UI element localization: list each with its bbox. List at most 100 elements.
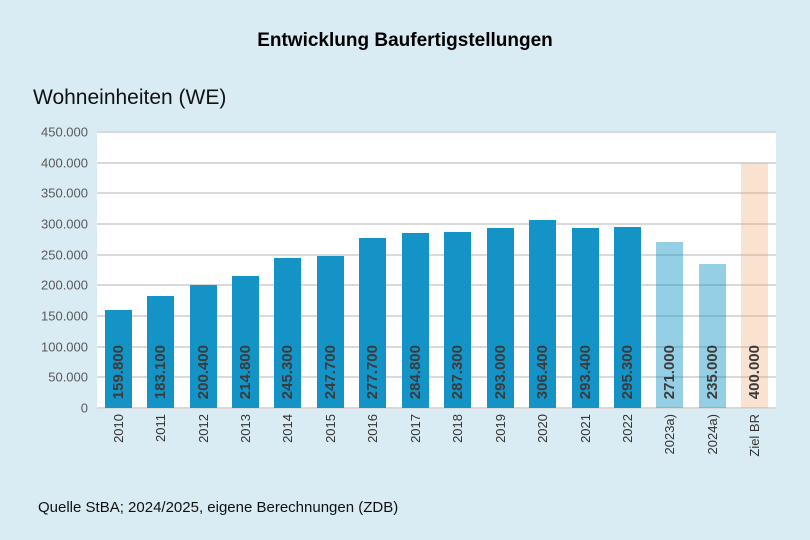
bar-zielbr: 400.000 — [741, 162, 769, 408]
source-note: Quelle StBA; 2024/2025, eigene Berechnun… — [38, 499, 399, 516]
bar-slot: 159.800 — [97, 132, 139, 408]
bar-slot: 183.100 — [139, 132, 181, 408]
bar-2018: 287.300 — [444, 231, 472, 408]
bar-slot: 247.700 — [309, 132, 351, 408]
bar-slot: 277.700 — [352, 132, 394, 408]
x-tick-slot: 2014 — [267, 414, 309, 492]
x-axis-label: 2014 — [280, 414, 296, 443]
y-axis-title: Wohneinheiten (WE) — [33, 86, 227, 109]
bar-2012: 200.400 — [189, 285, 217, 408]
bar-2020: 306.400 — [529, 220, 557, 408]
gridline — [97, 345, 776, 348]
x-axis: 2010 2011 2012 2013 2014 2015 2016 2017 2018 2019… — [97, 414, 776, 492]
gridlines — [97, 131, 776, 409]
x-tick-slot: 2018 — [437, 414, 479, 492]
bar-value-label: 247.700 — [321, 344, 339, 399]
bar-value-label: 306.400 — [534, 344, 552, 399]
bar-value-label: 287.300 — [449, 344, 467, 399]
bar-value-label: 293.400 — [576, 344, 594, 399]
x-tick-slot: Ziel BR — [734, 414, 776, 492]
x-axis-label: 2013 — [238, 414, 254, 443]
bar-slot: 295.300 — [606, 132, 648, 408]
y-tick-label: 0 — [80, 400, 88, 416]
bar-2010: 159.800 — [104, 310, 132, 408]
gridline — [97, 407, 776, 409]
x-axis-label: 2011 — [153, 414, 169, 442]
bar-2016: 277.700 — [359, 237, 387, 408]
x-tick-slot: 2021 — [564, 414, 606, 492]
bar-series: 159.800 183.100 200.400 214.800 245.300 247.7… — [97, 132, 776, 408]
bar-value-label: 245.300 — [279, 344, 297, 399]
x-tick-slot: 2020 — [521, 414, 563, 492]
bar-slot: 400.000 — [734, 132, 776, 408]
x-axis-label: 2020 — [535, 414, 551, 443]
x-tick-slot: 2023a) — [649, 414, 691, 492]
bar-value-label: 277.700 — [364, 344, 382, 399]
x-axis-label: 2012 — [195, 414, 211, 443]
bar-slot: 271.000 — [649, 132, 691, 408]
x-axis-label: Ziel BR — [747, 414, 763, 457]
y-tick-label: 450.000 — [41, 124, 88, 140]
x-tick-slot: 2012 — [182, 414, 224, 492]
bar-2023a: 271.000 — [656, 241, 684, 408]
bar-2021: 293.400 — [571, 228, 599, 408]
bar-value-label: 214.800 — [237, 344, 255, 399]
x-axis-label: 2017 — [407, 414, 423, 443]
y-tick-label: 200.000 — [41, 277, 88, 293]
bar-slot: 200.400 — [182, 132, 224, 408]
x-tick-slot: 2015 — [309, 414, 351, 492]
gridline — [97, 284, 776, 287]
x-axis-label: 2018 — [450, 414, 466, 443]
chart-title: Entwicklung Baufertigstellungen — [257, 30, 553, 51]
bar-value-label: 293.000 — [491, 344, 509, 399]
x-axis-label: 2022 — [619, 414, 635, 443]
x-axis-label: 2019 — [492, 414, 508, 443]
x-tick-slot: 2019 — [479, 414, 521, 492]
bar-value-label: 284.800 — [406, 344, 424, 399]
gridline — [97, 192, 776, 195]
bar-value-label: 295.300 — [618, 344, 636, 399]
x-tick-slot: 2017 — [394, 414, 436, 492]
bar-slot: 306.400 — [521, 132, 563, 408]
gridline — [97, 131, 776, 133]
bar-slot: 284.800 — [394, 132, 436, 408]
bar-value-label: 159.800 — [109, 344, 127, 399]
x-tick-slot: 2010 — [97, 414, 139, 492]
x-axis-label: 2015 — [322, 414, 338, 443]
bar-2013: 214.800 — [232, 276, 260, 408]
y-tick-label: 150.000 — [41, 308, 88, 324]
y-tick-label: 50.000 — [48, 369, 88, 385]
bar-2019: 293.000 — [486, 228, 514, 408]
bar-slot: 235.000 — [691, 132, 733, 408]
y-tick-label: 300.000 — [41, 216, 88, 232]
y-axis: 0 50.000 100.000 150.000 200.000 250.000 300.0… — [28, 125, 88, 416]
bar-value-label: 183.100 — [152, 344, 170, 399]
x-axis-label: 2023a) — [662, 414, 678, 455]
gridline — [97, 253, 776, 256]
x-axis-label: 2021 — [577, 414, 593, 443]
x-axis-label: 2024a) — [704, 414, 720, 455]
bar-2015: 247.700 — [316, 256, 344, 408]
y-tick-label: 100.000 — [41, 339, 88, 355]
bar-value-label: 400.000 — [746, 344, 764, 399]
gridline — [97, 223, 776, 226]
x-tick-slot: 2011 — [139, 414, 181, 492]
y-tick-label: 400.000 — [41, 155, 88, 171]
gridline — [97, 161, 776, 164]
x-tick-slot: 2022 — [606, 414, 648, 492]
bar-2014: 245.300 — [274, 257, 302, 408]
bar-slot: 245.300 — [267, 132, 309, 408]
bar-2017: 284.800 — [401, 233, 429, 408]
x-axis-label: 2010 — [110, 414, 126, 443]
bar-value-label: 235.000 — [703, 344, 721, 399]
y-tick-label: 250.000 — [41, 247, 88, 263]
plot-area: 159.800 183.100 200.400 214.800 245.300 247.7… — [97, 131, 776, 409]
x-tick-slot: 2016 — [352, 414, 394, 492]
bar-2022: 295.300 — [613, 226, 641, 408]
bar-value-label: 271.000 — [661, 344, 679, 399]
x-axis-label: 2016 — [365, 414, 381, 443]
bar-slot: 293.400 — [564, 132, 606, 408]
y-tick-label: 350.000 — [41, 185, 88, 201]
x-tick-slot: 2013 — [224, 414, 266, 492]
bar-2024a: 235.000 — [698, 263, 726, 408]
